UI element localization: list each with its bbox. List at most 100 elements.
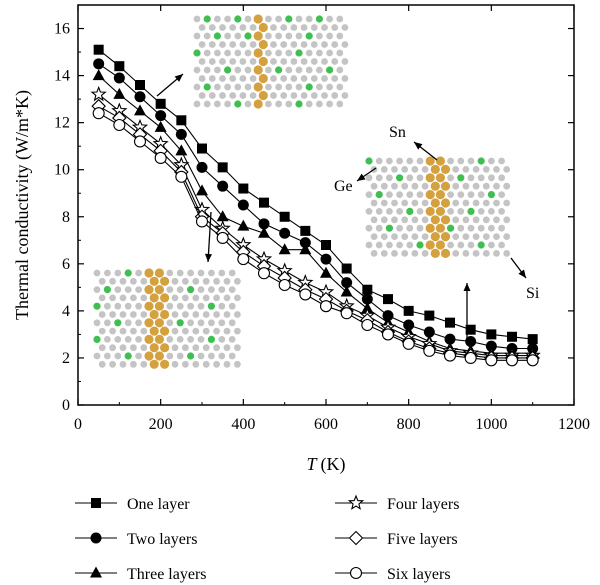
atom [166, 269, 174, 277]
data-point [361, 318, 374, 332]
atom [295, 83, 303, 91]
atom [135, 302, 143, 310]
arrow-head [518, 269, 526, 278]
data-point [175, 144, 188, 156]
atom [472, 166, 480, 173]
atom [457, 208, 465, 215]
atom [430, 248, 440, 258]
atom [462, 182, 470, 190]
atom [192, 360, 200, 368]
atom [316, 100, 323, 108]
data-point [217, 180, 229, 192]
atom [406, 157, 414, 165]
arrow-one-layer [156, 73, 184, 97]
atom [305, 66, 313, 74]
atom [380, 182, 388, 190]
atom [341, 75, 349, 82]
data-point [134, 104, 146, 116]
atom [203, 100, 211, 108]
atom [234, 311, 241, 318]
legend-marker [91, 498, 101, 508]
atom [218, 269, 226, 277]
atom [224, 32, 232, 40]
atom [440, 232, 451, 242]
atom [140, 294, 148, 302]
atom [224, 15, 232, 23]
x-tick-label: 0 [74, 416, 82, 433]
atom [295, 100, 303, 108]
atom [265, 15, 272, 23]
atom [192, 277, 200, 285]
atom [244, 32, 252, 40]
atom [239, 24, 247, 31]
atom [193, 49, 201, 57]
atom [380, 250, 388, 257]
atom [482, 166, 490, 173]
atom [285, 49, 293, 57]
atom [130, 344, 137, 352]
atom [503, 216, 511, 224]
atom [411, 250, 419, 257]
atom [144, 318, 154, 328]
atom [140, 327, 148, 335]
legend-item-triangle: Three layers [75, 566, 207, 583]
atom [365, 241, 373, 249]
atom [401, 199, 409, 207]
atom [171, 311, 179, 318]
series-line [98, 93, 533, 357]
atom [425, 240, 435, 250]
atom [166, 302, 174, 310]
atom [154, 318, 164, 328]
atom [154, 351, 164, 361]
data-point [258, 226, 270, 238]
atom [234, 32, 242, 40]
atom [326, 66, 334, 74]
series-square [93, 44, 538, 345]
atom [239, 58, 247, 65]
data-series [90, 44, 541, 367]
axis-ticks: 0 200 400 600 800 1000 1200 0 2 4 6 8 10 12 14 16 [54, 5, 590, 433]
data-point [113, 87, 126, 99]
atom [435, 190, 445, 200]
atom [176, 269, 184, 277]
atom [285, 66, 293, 74]
atom [114, 286, 122, 293]
atom [93, 286, 101, 293]
series-circle-open [92, 107, 539, 367]
atom [140, 344, 148, 352]
atom [253, 99, 263, 109]
atom [416, 224, 424, 232]
atom [447, 157, 454, 165]
atom [285, 15, 293, 23]
legend-label: Two layers [127, 531, 197, 548]
atom [213, 294, 221, 302]
data-point [279, 227, 291, 239]
atom [160, 326, 170, 336]
atom [253, 31, 263, 41]
data-point [258, 218, 270, 230]
annotation-arrows [156, 73, 527, 340]
atom [391, 250, 398, 257]
series-line [98, 105, 533, 359]
atom [341, 41, 349, 48]
atom [331, 92, 339, 99]
atom [140, 360, 148, 368]
atom [234, 360, 241, 368]
atom [416, 174, 424, 182]
atom [421, 233, 429, 241]
atom [258, 39, 268, 50]
data-point [299, 243, 312, 255]
atom [119, 294, 127, 302]
atom [430, 181, 440, 191]
x-tick-label: 800 [397, 416, 421, 433]
atom [208, 75, 216, 82]
atom [488, 157, 495, 165]
data-point [382, 310, 394, 322]
data-point [341, 263, 352, 274]
atom [280, 75, 288, 82]
atom [223, 327, 231, 335]
arrow-head [357, 173, 366, 181]
atom [193, 32, 201, 40]
atom [197, 269, 205, 277]
atom [447, 224, 455, 232]
